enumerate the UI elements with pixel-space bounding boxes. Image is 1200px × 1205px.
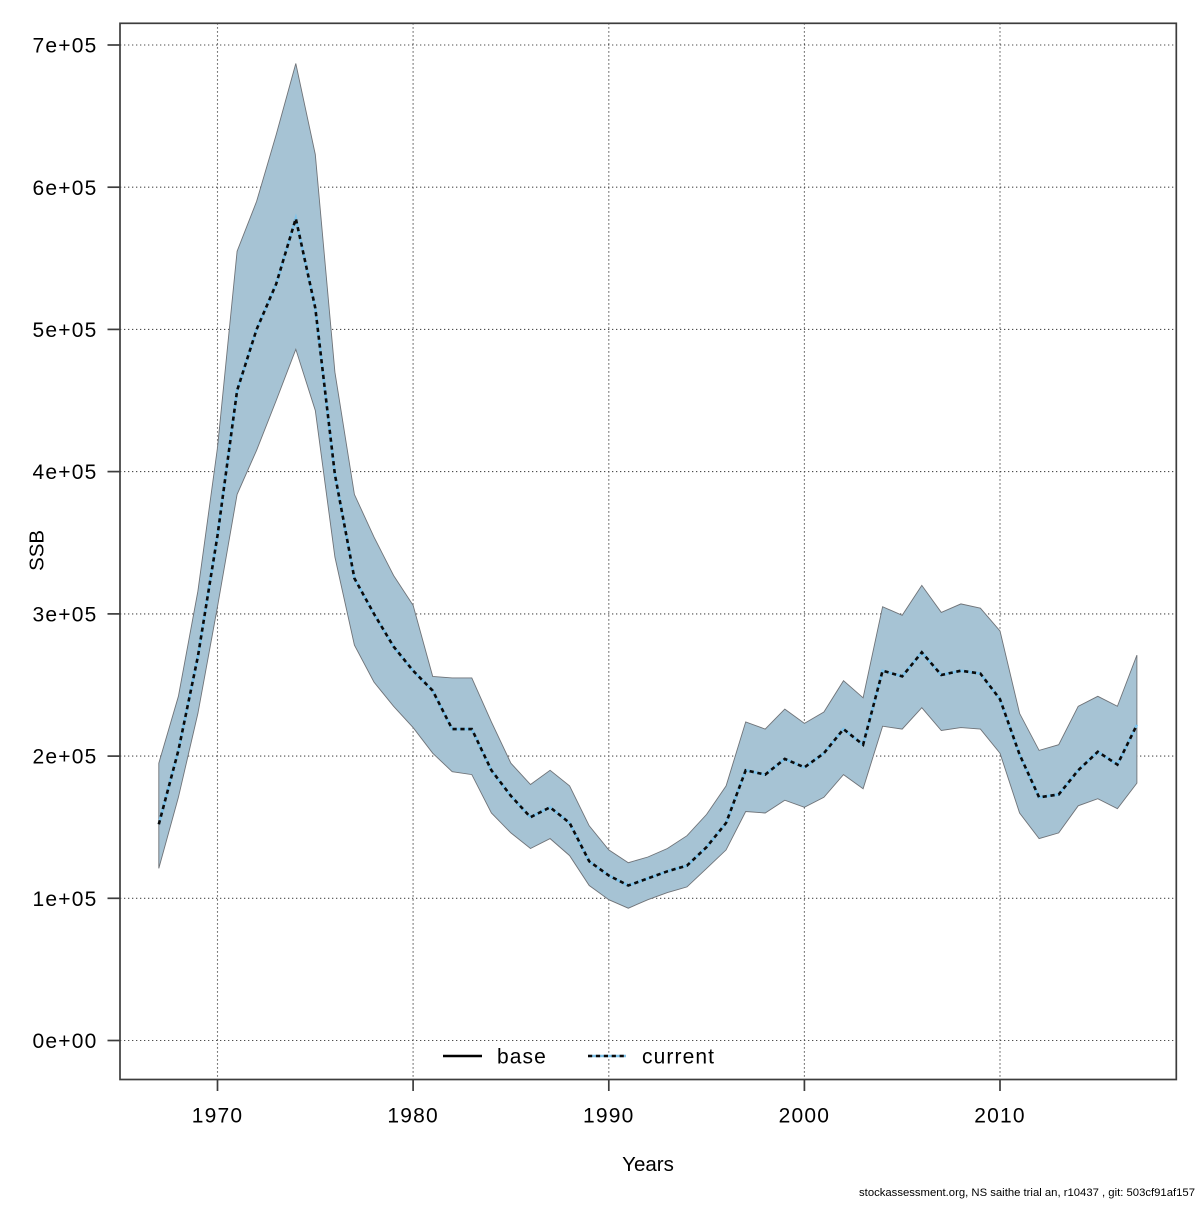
svg-text:2010: 2010 <box>974 1105 1026 1128</box>
svg-text:base: base <box>497 1046 547 1069</box>
svg-text:2000: 2000 <box>779 1105 831 1128</box>
svg-text:current: current <box>642 1046 715 1069</box>
svg-text:1e+05: 1e+05 <box>33 888 98 911</box>
svg-text:Years: Years <box>622 1153 674 1176</box>
svg-text:SSB: SSB <box>26 530 49 571</box>
svg-text:0e+00: 0e+00 <box>33 1030 98 1053</box>
svg-text:4e+05: 4e+05 <box>33 461 98 484</box>
svg-text:stockassessment.org, NS saithe: stockassessment.org, NS saithe trial an,… <box>859 1187 1195 1199</box>
svg-text:7e+05: 7e+05 <box>33 35 98 58</box>
svg-text:3e+05: 3e+05 <box>33 604 98 627</box>
svg-text:1990: 1990 <box>583 1105 635 1128</box>
svg-text:2e+05: 2e+05 <box>33 746 98 769</box>
svg-text:1970: 1970 <box>192 1105 244 1128</box>
svg-text:6e+05: 6e+05 <box>33 177 98 200</box>
svg-text:1980: 1980 <box>387 1105 439 1128</box>
svg-text:5e+05: 5e+05 <box>33 319 98 342</box>
